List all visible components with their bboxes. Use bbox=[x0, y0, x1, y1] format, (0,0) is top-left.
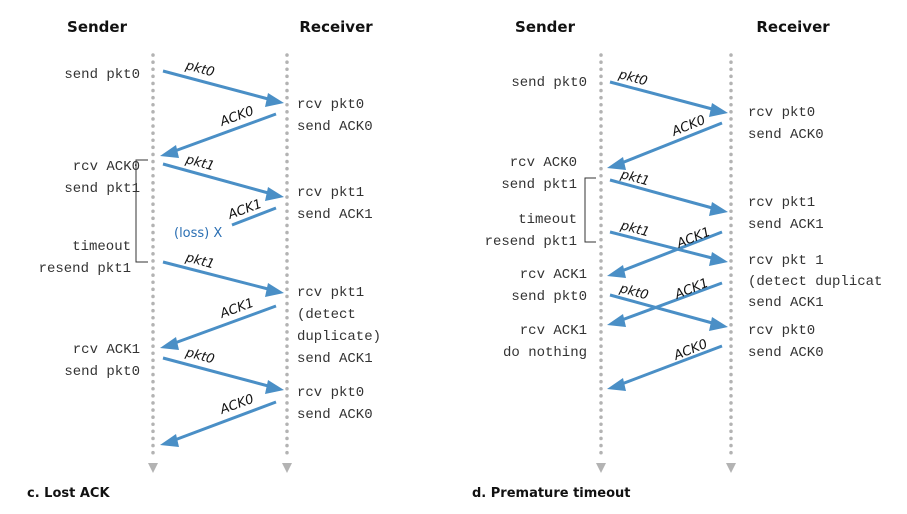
message-arrow bbox=[162, 162, 273, 196]
message-arrow bbox=[162, 356, 273, 389]
message-arrow bbox=[609, 178, 717, 211]
receiver-event: send ACK0 bbox=[748, 127, 824, 143]
message-arrow bbox=[618, 344, 723, 387]
loss-marker: (loss) X bbox=[174, 226, 222, 241]
receiver-event: send ACK1 bbox=[297, 351, 373, 367]
sender-event: rcv ACK1 bbox=[520, 323, 587, 339]
sender-event: resend pkt1 bbox=[39, 261, 131, 277]
sender-timeline-arrowhead bbox=[596, 463, 606, 473]
receiver-event: rcv pkt0 bbox=[748, 105, 815, 121]
message-label: ACK0 bbox=[217, 104, 256, 130]
timeout-bracket bbox=[135, 159, 148, 263]
receiver-timeline-arrowhead bbox=[726, 463, 736, 473]
message-arrow bbox=[618, 121, 723, 166]
arrowhead bbox=[709, 103, 728, 117]
arrowhead bbox=[607, 378, 626, 391]
receiver-event: rcv pkt 1 bbox=[748, 253, 824, 269]
arrowhead bbox=[160, 145, 179, 158]
message-arrow bbox=[162, 69, 273, 102]
sender-event: send pkt0 bbox=[511, 289, 587, 305]
arrowhead bbox=[709, 202, 728, 216]
sender-event: rcv ACK1 bbox=[520, 267, 587, 283]
receiver-event: send ACK0 bbox=[748, 345, 824, 361]
message-arrow bbox=[609, 80, 717, 112]
receiver-event: (detect duplicat bbox=[748, 274, 882, 290]
message-arrow bbox=[171, 400, 277, 443]
arrowhead bbox=[265, 187, 284, 201]
sender-timeline-arrowhead bbox=[148, 463, 158, 473]
sender-event: send pkt1 bbox=[501, 177, 577, 193]
sender-event: send pkt1 bbox=[64, 181, 140, 197]
arrowhead bbox=[160, 337, 179, 350]
message-label: ACK0 bbox=[217, 392, 256, 418]
timeout-bracket bbox=[584, 177, 596, 243]
arrowhead bbox=[265, 283, 284, 297]
receiver-event: send ACK1 bbox=[748, 217, 824, 233]
sender-event: rcv ACK0 bbox=[73, 159, 140, 175]
arrowhead bbox=[607, 157, 626, 170]
message-arrow bbox=[609, 230, 717, 261]
sender-header: Sender bbox=[515, 18, 576, 36]
arrowhead bbox=[607, 314, 626, 327]
sender-header: Sender bbox=[67, 18, 128, 36]
receiver-event: rcv pkt0 bbox=[297, 97, 364, 113]
sender-event: timeout bbox=[72, 239, 131, 255]
message-label: ACK0 bbox=[671, 337, 710, 364]
receiver-event: rcv pkt0 bbox=[297, 385, 364, 401]
message-arrow bbox=[618, 281, 723, 323]
sender-event: send pkt0 bbox=[64, 364, 140, 380]
sender-event: rcv ACK0 bbox=[510, 155, 577, 171]
receiver-event: send ACK1 bbox=[748, 295, 824, 311]
panel-caption: d. Premature timeout bbox=[472, 486, 631, 501]
receiver-event: send ACK0 bbox=[297, 407, 373, 423]
receiver-event: send ACK1 bbox=[297, 207, 373, 223]
panel-caption: c. Lost ACK bbox=[27, 486, 110, 501]
receiver-event: rcv pkt1 bbox=[297, 185, 364, 201]
receiver-event: duplicate) bbox=[297, 329, 381, 345]
message-label: ACK1 bbox=[674, 225, 713, 252]
receiver-event: (detect bbox=[297, 307, 356, 323]
message-label: ACK1 bbox=[672, 276, 711, 303]
message-arrow bbox=[609, 293, 717, 326]
message-arrow bbox=[231, 206, 277, 227]
sender-event: do nothing bbox=[503, 345, 587, 361]
panel-lost-ack: Sender Receiver send pkt0 rcv ACK0 send … bbox=[27, 18, 381, 501]
receiver-event: rcv pkt0 bbox=[748, 323, 815, 339]
arrowhead bbox=[709, 317, 728, 331]
receiver-timeline-arrowhead bbox=[282, 463, 292, 473]
message-arrow bbox=[171, 304, 277, 346]
receiver-event: send ACK0 bbox=[297, 119, 373, 135]
arrowhead bbox=[709, 252, 728, 266]
message-arrow bbox=[618, 230, 723, 274]
panel-premature-timeout: Sender Receiver send pkt0 rcv ACK0 send … bbox=[472, 18, 882, 501]
sender-event: send pkt0 bbox=[64, 67, 140, 83]
receiver-event: rcv pkt1 bbox=[297, 285, 364, 301]
message-arrow bbox=[162, 260, 273, 292]
sender-event: timeout bbox=[518, 212, 577, 228]
arrowhead bbox=[607, 265, 626, 278]
sender-event: resend pkt1 bbox=[485, 234, 577, 250]
sender-event: send pkt0 bbox=[511, 75, 587, 91]
message-label: ACK1 bbox=[217, 296, 256, 322]
sender-event: rcv ACK1 bbox=[73, 342, 140, 358]
arrowhead bbox=[160, 434, 179, 447]
arrowhead bbox=[265, 380, 284, 394]
receiver-header: Receiver bbox=[756, 18, 830, 36]
receiver-event: rcv pkt1 bbox=[748, 195, 815, 211]
message-arrow bbox=[171, 112, 277, 154]
receiver-header: Receiver bbox=[299, 18, 373, 36]
arrowhead bbox=[265, 93, 284, 107]
